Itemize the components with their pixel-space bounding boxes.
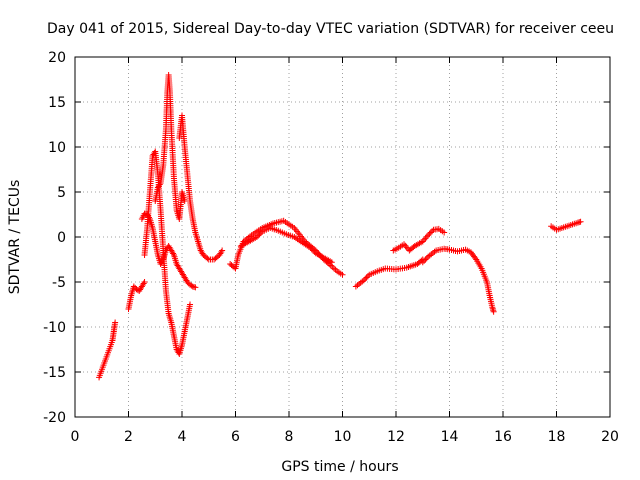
x-tick-label: 10 (334, 429, 352, 445)
data-point-7-12 (256, 231, 263, 238)
data-point-9-26 (429, 228, 436, 235)
y-tick-label: -10 (43, 320, 66, 336)
data-point-0-28 (112, 319, 119, 326)
y-tick-label: 5 (57, 185, 66, 201)
data-point-9-7 (402, 242, 409, 249)
data-point-8-8 (364, 273, 371, 280)
data-point-9-22 (423, 233, 430, 240)
data-point-1-12 (130, 283, 137, 290)
y-tick-label: -5 (52, 275, 66, 291)
data-point-9-24 (426, 230, 433, 237)
data-point-9-23 (425, 232, 432, 239)
data-point-10-60 (490, 308, 497, 315)
data-point-1-22 (141, 279, 148, 285)
data-point-9-33 (441, 229, 448, 236)
data-point-3-149 (181, 198, 188, 204)
axis-ticks (74, 56, 611, 418)
data-point-2-175 (187, 301, 194, 308)
data-point-5-95 (219, 247, 226, 254)
data-point-8-6 (362, 275, 369, 282)
x-tick-label: 0 (71, 429, 80, 445)
data-point-7-11 (255, 232, 262, 239)
x-tick-label: 20 (601, 429, 619, 445)
data-point-4-66 (184, 279, 191, 285)
x-tick-label: 8 (285, 429, 294, 445)
x-tick-label: 4 (178, 429, 187, 445)
data-point-7-42 (310, 247, 317, 254)
data-point-10-31 (472, 255, 479, 262)
plot-frame (74, 56, 611, 418)
y-tick-label: 0 (57, 230, 66, 246)
data-point-9-25 (427, 229, 434, 236)
data-point-5-84 (204, 255, 211, 262)
y-tick-label: 15 (48, 95, 66, 111)
data-point-7-10 (253, 234, 260, 240)
data-point-10-2 (422, 256, 429, 263)
data-point-9-21 (422, 235, 429, 242)
data-point-7-54 (328, 259, 335, 266)
y-tick-label: 20 (48, 50, 66, 66)
data-points (96, 72, 584, 381)
data-point-7-40 (307, 244, 314, 251)
data-point-7-41 (308, 246, 315, 253)
data-point-8-7 (363, 274, 370, 281)
data-point-10-3 (423, 255, 430, 262)
x-axis-label: GPS time / hours (281, 459, 398, 475)
y-tick-label: -15 (43, 365, 66, 381)
tick-labels: 0 2 4 6 8 10 12 14 16 18 20 -20 -15 -10 -5 0 5 10 15 20 (43, 50, 619, 445)
chart-title: Day 041 of 2015, Sidereal Day-to-day VTE… (47, 21, 614, 37)
x-tick-label: 2 (124, 429, 133, 445)
data-point-11-17 (577, 218, 584, 225)
x-tick-label: 6 (231, 429, 240, 445)
x-tick-label: 16 (494, 429, 512, 445)
data-point-4-72 (192, 284, 199, 291)
data-point-6-80 (339, 271, 346, 278)
data-point-8-5 (360, 277, 367, 284)
data-point-10-1 (421, 257, 428, 264)
y-axis-label: SDTVAR / TECUs (7, 180, 23, 295)
data-point-4-69 (188, 282, 195, 289)
data-point-7-13 (257, 229, 264, 236)
y-tick-label: 10 (48, 140, 66, 156)
y-tick-label: -20 (43, 410, 66, 426)
x-tick-label: 12 (387, 429, 405, 445)
data-point-10-0 (419, 259, 426, 266)
x-tick-label: 14 (441, 429, 459, 445)
x-tick-label: 18 (548, 429, 566, 445)
